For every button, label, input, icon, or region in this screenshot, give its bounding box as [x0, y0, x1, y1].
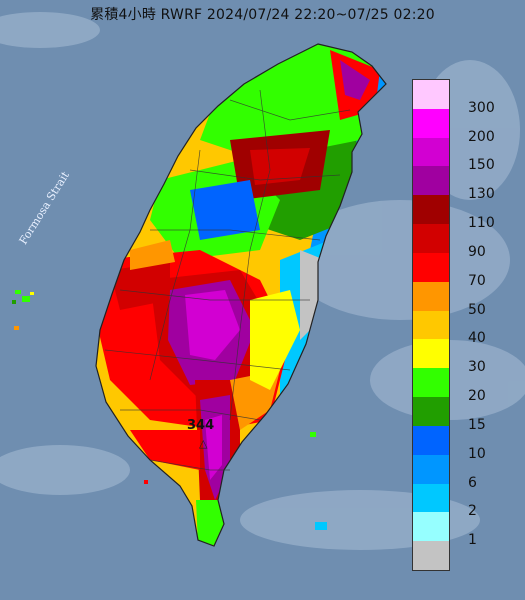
legend-swatch	[413, 512, 449, 542]
legend-label: 200	[468, 128, 495, 145]
legend-swatch	[413, 368, 449, 398]
legend-label: 90	[468, 243, 486, 260]
legend-label: 15	[468, 416, 486, 433]
county-boundaries	[104, 89, 351, 471]
legend-label: 300	[468, 99, 495, 116]
max-rainfall-label: 344	[187, 418, 215, 433]
legend-swatch	[413, 339, 449, 369]
legend-swatch	[413, 252, 449, 282]
legend-label: 50	[468, 301, 486, 318]
legend-swatch	[413, 425, 449, 455]
legend-swatch	[413, 483, 449, 513]
legend-label: 130	[468, 186, 495, 203]
legend-label: 1	[468, 532, 477, 549]
legend-label: 30	[468, 359, 486, 376]
legend-label: 70	[468, 272, 486, 289]
legend-swatch	[413, 195, 449, 225]
legend-label: 20	[468, 388, 486, 405]
legend-label: 6	[468, 474, 477, 491]
legend-swatch	[413, 281, 449, 311]
color-legend	[412, 79, 450, 571]
legend-swatch	[413, 397, 449, 426]
legend-label: 10	[468, 445, 486, 462]
legend-swatch	[413, 166, 449, 196]
legend-label: 150	[468, 157, 495, 174]
max-rainfall-triangle-icon: △	[199, 437, 208, 450]
legend-swatch	[413, 80, 449, 109]
legend-swatch	[413, 310, 449, 340]
legend-swatch	[413, 108, 449, 138]
map-title: 累積4小時 RWRF 2024/07/24 22:20~07/25 02:20	[90, 7, 435, 23]
legend-swatch	[413, 137, 449, 167]
legend-swatch	[413, 454, 449, 484]
legend-label: 2	[468, 503, 477, 520]
legend-label: 110	[468, 215, 495, 232]
legend-swatch	[413, 541, 449, 571]
island-outline	[95, 43, 387, 547]
legend-swatch	[413, 224, 449, 253]
offshore-echoes	[12, 290, 327, 530]
legend-label: 40	[468, 330, 486, 347]
